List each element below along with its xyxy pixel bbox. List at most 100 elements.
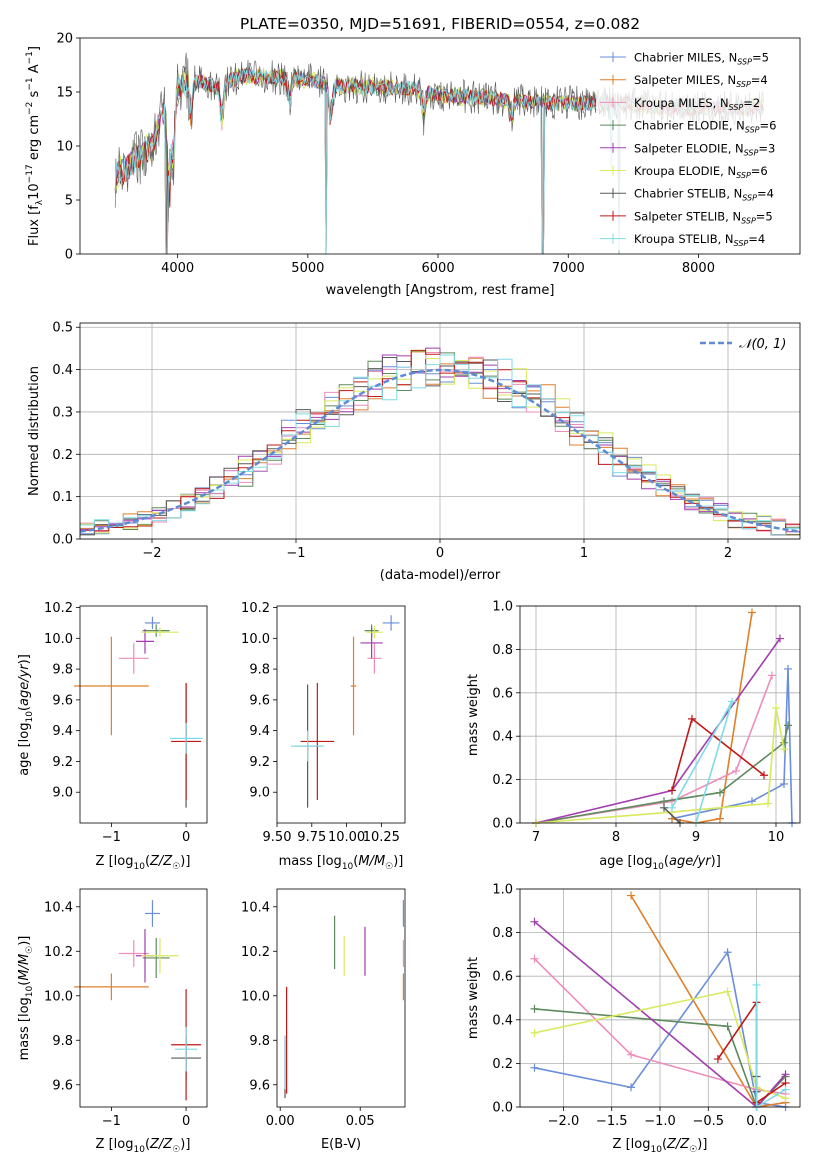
y-tick-label: 10.2 [241, 945, 270, 960]
weight-marker [764, 799, 772, 808]
y-tick-label: 9.4 [52, 724, 73, 739]
x-tick-label: 0.0 [746, 1114, 767, 1129]
y-tick-label: 10.4 [44, 900, 73, 915]
y-tick-label: 1.0 [492, 883, 513, 898]
age-vs-mass-xlabel: mass [log10(M/M☉)] [279, 854, 404, 872]
hist-steps [80, 347, 800, 536]
x-tick-label: 8000 [682, 261, 715, 276]
weight-marker [748, 608, 756, 617]
legend-entry-label: Chabrier STELIB, NSSP=4 [634, 187, 774, 203]
x-tick-label: 0.00 [266, 1114, 295, 1129]
weight-vs-age-xlabel: age [log10(age/yr)] [599, 854, 721, 872]
residual-histogram [80, 357, 800, 536]
residuals-ylabel: Normed distribution [27, 366, 42, 496]
y-tick-label: 0.8 [492, 926, 513, 941]
weight-marker [716, 788, 724, 797]
errorbar-point [174, 1026, 198, 1072]
legend-entry-label: Chabrier ELODIE, NSSP=6 [634, 119, 776, 135]
x-tick-label: −0.5 [692, 1114, 724, 1129]
y-tick-label: 0.1 [52, 490, 73, 505]
mass-vs-EBV-xlabel: E(B-V) [321, 1137, 361, 1152]
errorbar-point [141, 627, 179, 637]
weight-marker [781, 1094, 790, 1103]
x-tick-label: 6000 [422, 261, 455, 276]
mass-vs-Z-ylabel: mass [log10(M/M☉)] [17, 936, 35, 1061]
normal-legend-label: 𝒩(0, 1) [739, 337, 786, 352]
weight-marker [784, 721, 792, 730]
errorbar-point [144, 616, 160, 630]
errorbar-point [74, 636, 149, 736]
x-tick-label: 2 [724, 546, 732, 561]
x-tick-label: 10.25 [363, 830, 400, 845]
y-tick-label: 0.3 [52, 405, 73, 420]
residual-histogram [80, 354, 800, 536]
errorbar-point [382, 615, 400, 631]
y-tick-label: 0.6 [492, 970, 513, 985]
normal-curve [80, 368, 800, 533]
y-tick-label: 9.0 [52, 786, 73, 801]
legend-entry-label: Kroupa ELODIE, NSSP=6 [634, 164, 768, 180]
weight-marker [780, 745, 788, 754]
panel-frame [276, 888, 406, 1108]
weight-line [535, 675, 773, 824]
y-tick-label: 15 [56, 86, 73, 101]
residuals-axes: −2 −1 0 1 2 0.0 0.1 0.2 0.3 0.4 0.5 [52, 321, 732, 561]
errorbar-point [142, 937, 170, 978]
weight-marker [688, 714, 696, 723]
errorbar-point [350, 636, 357, 736]
x-tick-label: 0 [182, 830, 190, 845]
weight-marker [723, 1022, 732, 1031]
y-tick-label: 10.0 [241, 989, 270, 1004]
x-tick-label: −1 [102, 1114, 121, 1129]
errorbar-point [136, 629, 154, 654]
x-tick-label: −1 [102, 830, 121, 845]
weight-marker [713, 1055, 722, 1064]
residuals-legend: 𝒩(0, 1) [700, 337, 786, 352]
weight-marker [768, 671, 776, 680]
x-tick-label: 7 [532, 830, 540, 845]
spectrum-axes: 4000 5000 6000 7000 8000 0 5 10 15 20 [56, 32, 715, 277]
weight-marker [627, 1050, 636, 1059]
y-tick-label: 10.0 [44, 632, 73, 647]
x-tick-label: 0 [436, 546, 444, 561]
x-tick-label: 5000 [291, 261, 324, 276]
y-tick-label: 0.0 [492, 817, 513, 832]
y-tick-label: 0 [65, 248, 73, 263]
x-tick-label: 9 [692, 830, 700, 845]
errorbar-point [141, 937, 179, 974]
weight-series [532, 634, 784, 827]
x-tick-label: 10.00 [328, 830, 365, 845]
weight-marker [530, 954, 539, 963]
y-tick-label: 9.2 [249, 755, 270, 770]
weight-marker [668, 786, 676, 795]
residuals-xlabel: (data-model)/error [380, 568, 501, 583]
panel-frame [519, 605, 801, 824]
mass-vs-EBV-panel: 0.00 0.05 9.6 9.8 10.0 10.2 10.4 [241, 888, 406, 1129]
y-tick-label: 10.0 [241, 632, 270, 647]
y-tick-label: 1.0 [492, 600, 513, 615]
x-tick-label: 9.75 [297, 830, 326, 845]
spectrum-xlabel: wavelength [Angstrom, rest frame] [326, 283, 555, 298]
x-tick-label: 8 [612, 830, 620, 845]
y-tick-label: 0.0 [52, 533, 73, 548]
weight-marker [748, 797, 756, 806]
weight-marker [780, 779, 788, 788]
weight-series [668, 608, 756, 827]
mass-vs-Z-panel: −1 0 9.6 9.8 10.0 10.2 10.4 [44, 888, 208, 1129]
weight-marker [781, 1070, 790, 1079]
legend-entry-label: Salpeter ELODIE, NSSP=3 [634, 141, 775, 157]
weight-marker [660, 803, 668, 812]
weight-marker [530, 1028, 539, 1037]
errorbar-point [290, 730, 325, 762]
y-tick-label: 9.2 [52, 755, 73, 770]
y-tick-label: 9.0 [249, 786, 270, 801]
y-tick-label: 0.2 [492, 1057, 513, 1072]
y-tick-label: 10.2 [241, 601, 270, 616]
errorbar-point [142, 624, 170, 637]
y-tick-label: 0.2 [52, 448, 73, 463]
y-tick-label: 5 [65, 194, 73, 209]
grid-layer [520, 888, 800, 1108]
x-tick-label: 7000 [552, 261, 585, 276]
panel-frame [276, 605, 406, 824]
